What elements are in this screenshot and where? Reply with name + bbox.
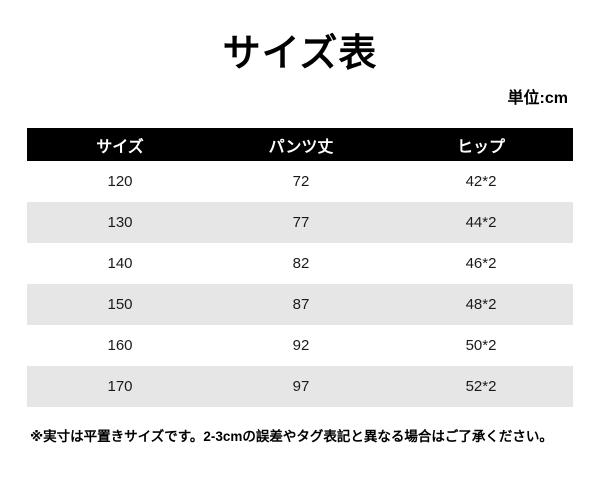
table-header: サイズ パンツ丈 ヒップ	[27, 128, 573, 161]
cell-pants-length: 82	[213, 243, 389, 284]
cell-size: 120	[27, 161, 213, 202]
cell-hip: 50*2	[389, 325, 573, 366]
cell-hip: 44*2	[389, 202, 573, 243]
cell-size: 140	[27, 243, 213, 284]
cell-size: 150	[27, 284, 213, 325]
cell-pants-length: 92	[213, 325, 389, 366]
unit-note: 単位:cm	[507, 90, 568, 107]
size-table: サイズ パンツ丈 ヒップ 120 72 42*2 130 77 44*2 140…	[27, 128, 573, 407]
cell-size: 160	[27, 325, 213, 366]
page-title: サイズ表	[222, 33, 378, 75]
cell-hip: 52*2	[389, 366, 573, 407]
table-header-row: サイズ パンツ丈 ヒップ	[27, 128, 573, 161]
cell-size: 130	[27, 202, 213, 243]
table-row: 150 87 48*2	[27, 284, 573, 325]
table-body: 120 72 42*2 130 77 44*2 140 82 46*2 150 …	[27, 161, 573, 407]
table-row: 120 72 42*2	[27, 161, 573, 202]
table-row: 130 77 44*2	[27, 202, 573, 243]
column-header-size: サイズ	[27, 128, 213, 161]
column-header-pants-length: パンツ丈	[213, 128, 389, 161]
column-header-hip: ヒップ	[389, 128, 573, 161]
cell-pants-length: 77	[213, 202, 389, 243]
cell-hip: 42*2	[389, 161, 573, 202]
table-row: 140 82 46*2	[27, 243, 573, 284]
footnote: ※実寸は平置きサイズです。2-3cmの誤差やタグ表記と異なる場合はご了承ください…	[30, 429, 553, 444]
table-row: 170 97 52*2	[27, 366, 573, 407]
cell-pants-length: 87	[213, 284, 389, 325]
cell-hip: 48*2	[389, 284, 573, 325]
cell-pants-length: 97	[213, 366, 389, 407]
cell-size: 170	[27, 366, 213, 407]
table-row: 160 92 50*2	[27, 325, 573, 366]
cell-pants-length: 72	[213, 161, 389, 202]
cell-hip: 46*2	[389, 243, 573, 284]
